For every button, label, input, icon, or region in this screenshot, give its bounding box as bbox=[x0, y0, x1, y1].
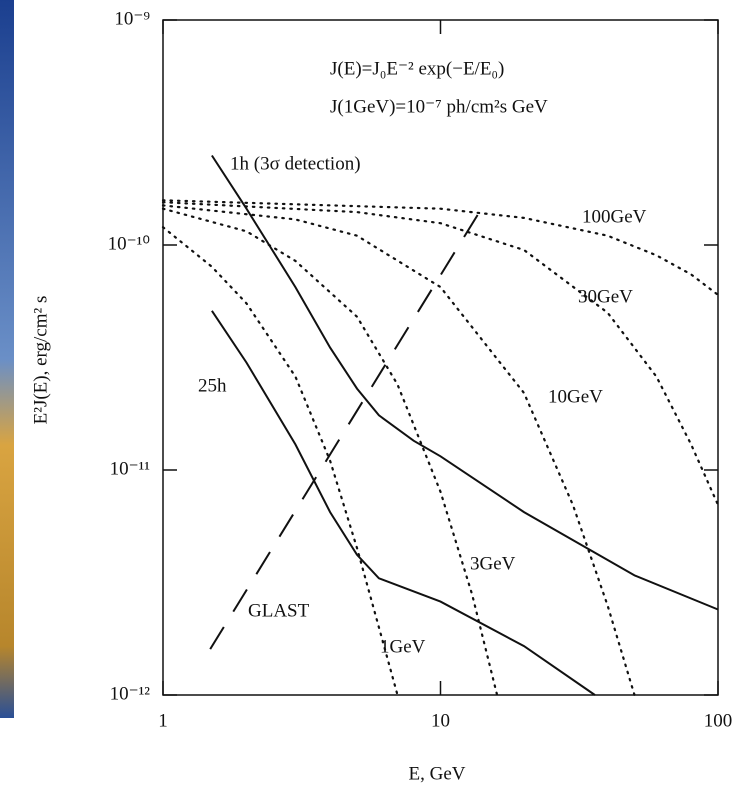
curve bbox=[161, 199, 720, 296]
curve-label: GLAST bbox=[248, 600, 310, 621]
curve bbox=[161, 207, 499, 697]
curve bbox=[161, 204, 636, 697]
curve-label: 30GeV bbox=[578, 286, 633, 307]
y-axis-label: E²J(E), erg/cm² s bbox=[30, 296, 51, 425]
curve bbox=[211, 154, 719, 611]
x-tick-label: 100 bbox=[704, 710, 733, 731]
x-tick-label: 10 bbox=[431, 710, 450, 731]
y-tick-label: 10⁻¹⁰ bbox=[108, 233, 150, 254]
curve bbox=[161, 226, 399, 697]
x-tick-label: 1 bbox=[158, 710, 168, 731]
curve bbox=[209, 214, 479, 650]
curve-label: 10GeV bbox=[548, 386, 603, 407]
y-tick-label: 10⁻¹¹ bbox=[110, 458, 151, 479]
y-tick-label: 10⁻¹² bbox=[110, 683, 151, 704]
annotation: J(E)=J₀E⁻² exp(−E/E₀) bbox=[330, 58, 504, 79]
curve-label: 1h (3σ detection) bbox=[230, 153, 361, 174]
background-strip bbox=[0, 0, 14, 718]
x-axis-label: E, GeV bbox=[409, 763, 466, 784]
curve bbox=[161, 201, 720, 506]
curve-label: 100GeV bbox=[582, 206, 647, 227]
curve-label: 3GeV bbox=[470, 553, 516, 574]
annotation: J(1GeV)=10⁻⁷ ph/cm²s GeV bbox=[330, 96, 548, 117]
curve-label: 25h bbox=[198, 375, 227, 396]
y-tick-label: 10⁻⁹ bbox=[114, 8, 150, 29]
plot-frame bbox=[162, 19, 719, 696]
curve bbox=[211, 310, 596, 696]
curve-label: 1GeV bbox=[380, 636, 426, 657]
